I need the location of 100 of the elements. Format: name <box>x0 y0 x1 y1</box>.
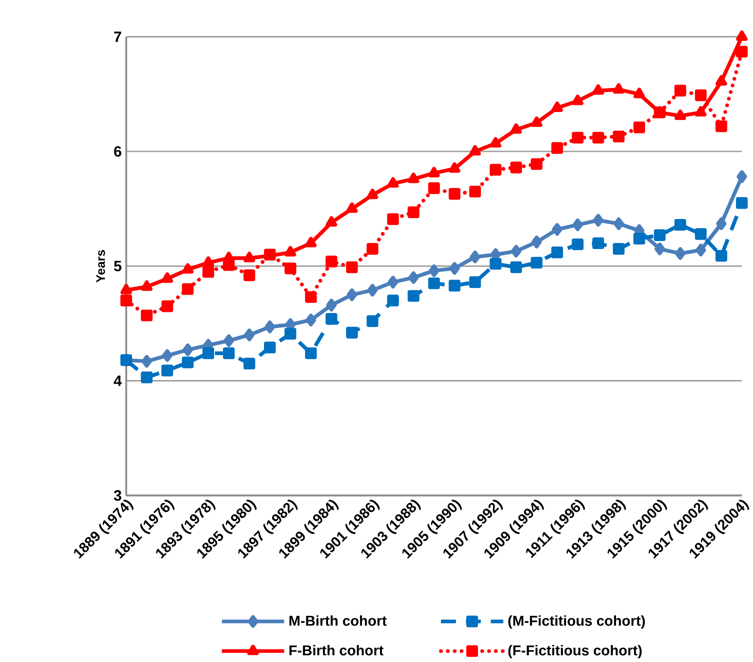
point <box>408 290 420 302</box>
point <box>346 202 358 213</box>
point <box>736 197 748 209</box>
point <box>120 294 132 306</box>
point <box>694 89 707 102</box>
point <box>161 300 174 312</box>
point <box>346 261 358 274</box>
point <box>284 262 296 274</box>
point <box>182 343 194 356</box>
point <box>469 145 481 156</box>
point <box>469 186 481 198</box>
point <box>448 162 460 173</box>
point <box>367 284 378 296</box>
point <box>162 349 172 362</box>
point <box>592 214 604 227</box>
point <box>613 217 624 230</box>
y-axis-title: Years <box>96 250 106 282</box>
point <box>305 291 317 303</box>
point <box>387 213 399 225</box>
y-tick-label: 4 <box>114 376 122 386</box>
legend-label: (F-Fictitious cohort) <box>508 644 642 658</box>
point <box>222 347 235 360</box>
point <box>654 242 665 256</box>
point <box>387 294 399 306</box>
point <box>142 354 152 368</box>
point <box>346 326 358 338</box>
point <box>694 228 707 240</box>
point <box>592 84 604 95</box>
point <box>470 250 480 264</box>
point <box>326 216 338 227</box>
point <box>633 121 646 134</box>
point <box>530 158 542 170</box>
legend-label: (M-Fictitious cohort) <box>508 615 645 629</box>
point <box>510 123 522 134</box>
point <box>510 162 522 174</box>
point <box>448 280 460 292</box>
point <box>612 83 624 94</box>
point <box>572 94 584 106</box>
point <box>551 142 564 154</box>
point <box>366 188 378 200</box>
point <box>202 347 214 360</box>
point <box>366 315 378 327</box>
point <box>408 271 419 284</box>
point <box>284 246 296 256</box>
point <box>326 256 338 268</box>
y-tick-label: 6 <box>114 146 122 157</box>
point <box>572 218 583 232</box>
point <box>510 261 522 274</box>
point <box>305 347 317 360</box>
point <box>552 223 562 236</box>
point <box>572 238 584 250</box>
point <box>140 310 153 322</box>
point <box>408 172 420 184</box>
point <box>243 269 256 282</box>
point <box>387 177 399 188</box>
point <box>695 106 707 116</box>
point <box>715 250 728 262</box>
point <box>592 237 604 249</box>
point <box>428 166 440 178</box>
point <box>449 262 460 275</box>
point <box>224 334 234 347</box>
y-tick-label: 3 <box>114 490 122 501</box>
point <box>140 280 152 291</box>
point <box>530 116 542 127</box>
point <box>612 130 625 142</box>
point <box>182 283 194 295</box>
point <box>161 272 174 283</box>
point <box>120 284 132 294</box>
point <box>161 364 174 376</box>
point <box>469 276 481 288</box>
point <box>428 264 440 277</box>
point <box>654 229 666 241</box>
point <box>326 312 338 325</box>
point <box>244 328 255 342</box>
point <box>202 256 214 267</box>
point <box>551 101 563 112</box>
point <box>408 206 420 218</box>
point <box>633 232 646 244</box>
point <box>306 314 316 326</box>
point <box>305 236 317 248</box>
legend-label: M-Birth cohort <box>289 615 387 626</box>
point <box>182 356 194 368</box>
point <box>182 263 194 274</box>
point <box>675 247 686 260</box>
point <box>531 236 542 248</box>
point <box>346 288 358 302</box>
point <box>388 276 398 288</box>
point <box>428 277 440 290</box>
point <box>428 182 440 194</box>
point <box>202 266 214 278</box>
point <box>448 188 460 200</box>
point <box>612 242 625 255</box>
y-tick-label: 5 <box>114 260 122 272</box>
point <box>530 256 542 268</box>
point <box>490 136 502 148</box>
point <box>716 217 727 230</box>
point <box>490 258 502 270</box>
y-tick-label: 7 <box>114 32 122 42</box>
point <box>326 298 337 312</box>
point <box>222 259 235 271</box>
